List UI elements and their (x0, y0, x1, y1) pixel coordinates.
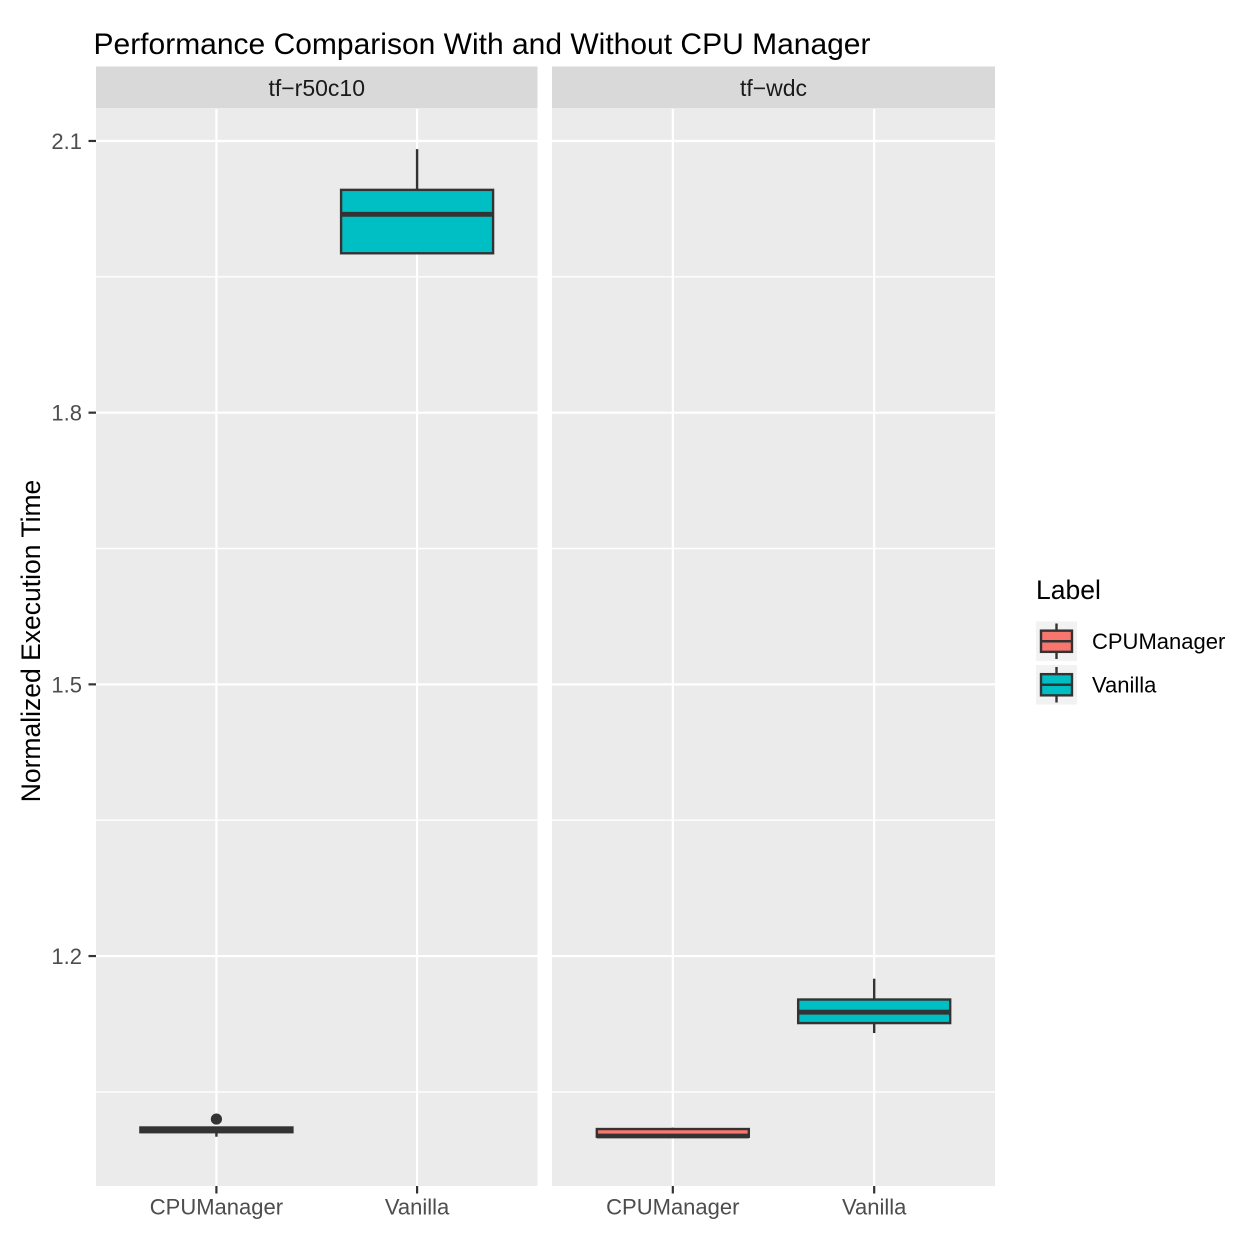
chart-title: Performance Comparison With and Without … (94, 28, 871, 61)
y-axis-title: Normalized Execution Time (16, 480, 46, 803)
outlier-point (210, 1113, 223, 1125)
panel-background (96, 109, 538, 1186)
x-tick-label: CPUManager (150, 1195, 283, 1220)
x-tick-label: Vanilla (842, 1195, 907, 1220)
legend-entry-label: Vanilla (1092, 673, 1157, 698)
y-tick-label: 1.8 (51, 401, 82, 426)
y-tick-label: 2.1 (51, 129, 82, 154)
panel-background (552, 109, 995, 1186)
x-tick-label: Vanilla (385, 1195, 450, 1220)
box-vanilla (339, 188, 495, 255)
y-tick-label: 1.5 (51, 672, 82, 697)
facet-strip-label: tf−wdc (740, 75, 807, 101)
legend-entry-label: CPUManager (1092, 629, 1225, 654)
facet-strip-label: tf−r50c10 (268, 75, 365, 101)
legend-title: Label (1036, 575, 1101, 605)
x-tick-label: CPUManager (606, 1195, 739, 1220)
facet-strip (552, 66, 995, 109)
y-tick-label: 1.2 (51, 944, 82, 969)
facet-strip (96, 66, 538, 109)
